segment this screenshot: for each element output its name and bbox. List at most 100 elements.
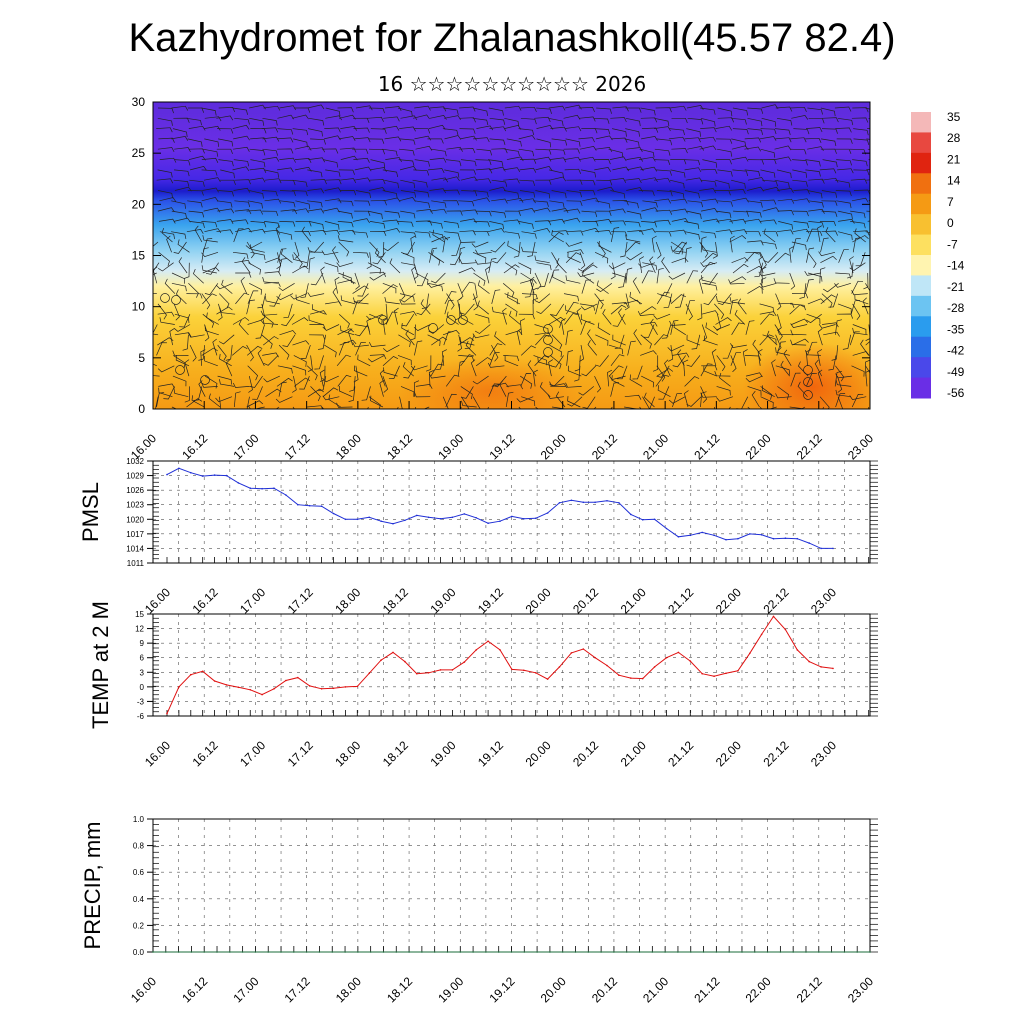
wind-barb: [325, 115, 342, 121]
wind-barb: [179, 314, 191, 328]
wind-barb: [758, 271, 776, 277]
wind-barb: [157, 147, 175, 153]
wind-barb: [177, 239, 190, 253]
wind-barb: [384, 297, 400, 305]
wind-barb: [414, 159, 430, 167]
wind-barb: [852, 303, 861, 321]
wind-barb: [774, 145, 792, 151]
colorbar-label: -49: [947, 365, 965, 379]
wind-barb: [852, 324, 867, 335]
wind-barb: [492, 252, 507, 264]
colorbar-swatch: [911, 275, 931, 297]
wind-barb: [264, 178, 282, 184]
wind-barb: [372, 252, 386, 265]
wind-barb: [235, 227, 252, 233]
wind-barb: [473, 197, 490, 203]
wind-barb: [734, 309, 746, 325]
wind-barb: [799, 283, 807, 299]
wind-barb: [163, 386, 175, 400]
wind-barb: [868, 159, 870, 161]
wind-barb: [505, 391, 514, 408]
wind-barb: [234, 259, 252, 265]
wind-barb: [323, 207, 340, 213]
wind-barb: [670, 319, 679, 335]
wind-barb: [261, 127, 279, 133]
wind-barb: [336, 262, 354, 268]
wind-barb: [399, 396, 403, 409]
wind-barb: [279, 157, 296, 163]
wind-barb: [819, 396, 830, 409]
wind-barb: [818, 251, 836, 257]
wind-barb: [625, 241, 641, 253]
wind-barb: [488, 383, 500, 397]
wind-barb: [278, 344, 290, 360]
wind-barb: [441, 349, 447, 366]
wind-barb: [399, 293, 415, 302]
data-point: [305, 951, 308, 953]
wind-barb: [427, 168, 445, 174]
wind-barb: [837, 117, 854, 126]
data-point: [404, 660, 406, 663]
wind-barb: [277, 128, 294, 135]
wind-barb: [157, 107, 174, 114]
wind-barb: [505, 303, 518, 317]
wind-barb: [220, 169, 235, 179]
wind-barb: [203, 148, 219, 157]
wind-barb: [366, 252, 372, 269]
wind-barb: [836, 159, 852, 166]
wind-barb: [763, 228, 776, 243]
wind-barb: [760, 159, 777, 165]
wind-barb: [668, 272, 686, 280]
wind-barb: [397, 221, 414, 228]
wind-barb: [655, 107, 672, 113]
wind-barb: [533, 355, 548, 366]
wind-barb: [715, 179, 730, 189]
wind-barb: [775, 137, 792, 143]
wind-barb: [594, 293, 604, 310]
wind-barb: [549, 157, 567, 163]
wind-barb: [835, 148, 852, 155]
wind-barb: [460, 354, 475, 367]
wind-barb: [427, 334, 441, 347]
wind-barb: [776, 229, 794, 235]
wind-barb: [355, 105, 373, 111]
wind-barb: [535, 148, 552, 155]
x-tick-label: 22.12: [794, 974, 825, 1005]
wind-barb: [806, 313, 821, 324]
wind-barb: [639, 148, 655, 158]
wind-barb: [640, 350, 657, 356]
data-point: [487, 522, 489, 524]
wind-barb: [276, 137, 294, 143]
wind-barb: [655, 241, 662, 259]
wind-barb: [757, 349, 763, 366]
wind-barb: [701, 198, 719, 204]
wind-barb: [410, 235, 416, 253]
wind-barb: [775, 365, 790, 375]
wind-barb: [246, 241, 255, 259]
data-point: [594, 656, 596, 659]
wind-barb: [460, 159, 477, 167]
wind-barb: [550, 126, 567, 132]
wind-barb: [791, 293, 809, 299]
wind-barb: [700, 236, 707, 253]
wind-barb: [474, 259, 492, 265]
y-axis-label: PMSL: [78, 482, 103, 542]
x-tick-label: 22.00: [743, 431, 774, 462]
wind-barb: [851, 365, 865, 377]
wind-barb: [428, 369, 434, 387]
wind-barb: [654, 148, 671, 156]
wind-barb: [232, 107, 248, 115]
wind-barb: [309, 230, 327, 235]
wind-barb: [552, 230, 569, 236]
wind-barb: [790, 106, 807, 112]
data-point: [570, 499, 573, 502]
wind-barb: [281, 314, 295, 327]
wind-barb: [189, 344, 197, 362]
wind-barb: [632, 365, 643, 380]
wind-barb: [792, 179, 808, 187]
wind-barb: [626, 252, 643, 261]
wind-barb: [668, 396, 686, 404]
wind-barb: [309, 324, 326, 330]
wind-barb: [792, 210, 809, 217]
calm-circle: [175, 365, 185, 375]
